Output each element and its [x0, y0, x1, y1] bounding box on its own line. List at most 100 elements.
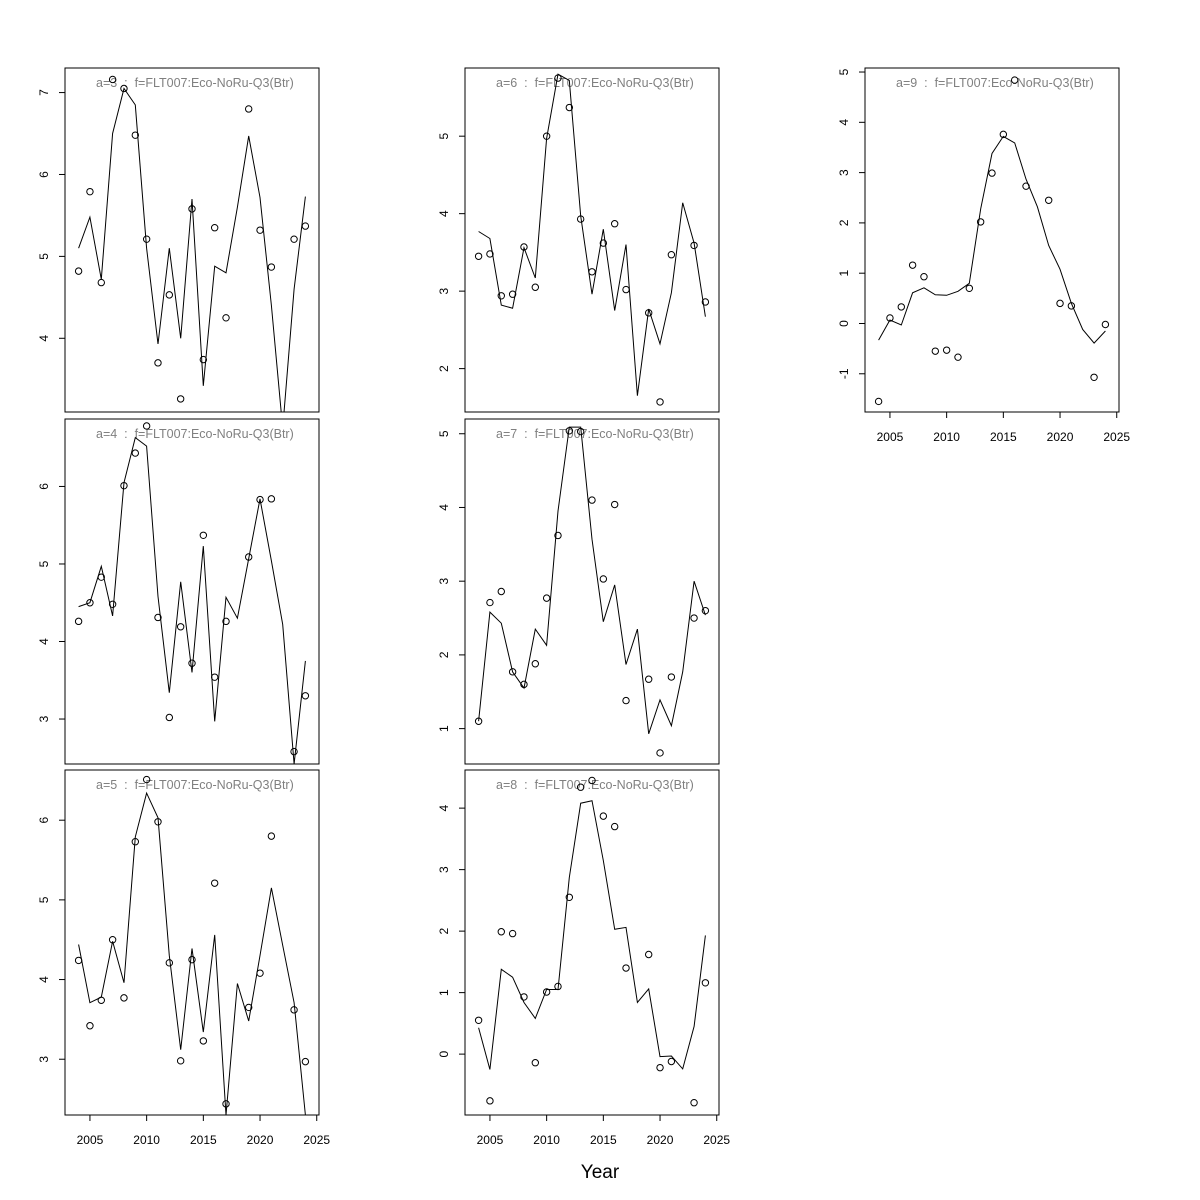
panel-frame — [864, 67, 1120, 413]
y-tick-label: 5 — [37, 560, 51, 567]
y-tick-label: 6 — [37, 817, 51, 824]
observed-point — [120, 481, 128, 490]
y-tick-label: 1 — [437, 989, 451, 996]
y-tick-label: 3 — [437, 287, 451, 294]
y-tick-label: 0 — [437, 1050, 451, 1057]
observed-point — [576, 427, 585, 436]
fitted-line — [878, 135, 1106, 344]
panel-frame — [464, 418, 720, 765]
observed-point — [508, 290, 517, 298]
x-tick-label: 2005 — [877, 430, 904, 444]
observed-point — [610, 220, 619, 228]
y-tick-label: 5 — [37, 253, 51, 260]
observed-point — [1010, 76, 1019, 84]
observed-point — [244, 105, 253, 113]
panel-7: a=9 : f=FLT007:Eco-NoRu-Q3(Btr) -1 0 1 2 3 4 5 2… — [837, 67, 1130, 444]
observed-point — [165, 713, 174, 722]
observed-point — [1090, 373, 1098, 381]
observed-point — [222, 314, 230, 322]
fitted-line — [478, 426, 706, 734]
observed-point — [497, 928, 505, 936]
observed-point — [667, 1057, 676, 1066]
observed-point — [886, 314, 894, 322]
observed-point — [542, 988, 551, 996]
panel-title: a=7 : f=FLT007:Eco-NoRu-Q3(Btr) — [496, 427, 694, 441]
observed-point — [108, 75, 117, 84]
observed-point — [188, 955, 196, 964]
observed-point — [176, 395, 185, 403]
observed-point — [690, 614, 698, 622]
observed-point — [142, 235, 151, 243]
observed-point — [497, 292, 505, 300]
observed-point — [599, 812, 608, 820]
observed-point — [244, 1003, 253, 1012]
observed-point — [622, 285, 630, 294]
x-tick-label: 2010 — [133, 1133, 160, 1147]
observed-point — [701, 979, 710, 987]
y-tick-label: 6 — [37, 171, 51, 178]
observed-point — [210, 224, 219, 232]
observed-point — [622, 964, 630, 972]
y-tick-label: 2 — [437, 365, 451, 372]
observed-point — [531, 283, 540, 291]
observed-point — [656, 1063, 664, 1072]
observed-point — [199, 531, 208, 539]
x-tick-label: 2025 — [1103, 430, 1130, 444]
observed-point — [610, 500, 619, 509]
x-tick-label: 2020 — [247, 1133, 274, 1147]
observed-point — [988, 169, 996, 177]
observed-point — [554, 74, 562, 82]
observed-point — [599, 239, 608, 247]
observed-point — [565, 893, 574, 901]
y-tick-label: 4 — [37, 335, 51, 342]
y-tick-label: 2 — [437, 651, 451, 658]
observed-point — [622, 696, 630, 705]
observed-point — [474, 717, 483, 725]
observed-point — [588, 776, 596, 785]
plot-area — [474, 426, 710, 757]
y-tick-label: -1 — [837, 368, 851, 379]
observed-point — [565, 427, 574, 435]
observed-point — [199, 1037, 208, 1045]
observed-point — [74, 956, 83, 965]
observed-point — [154, 613, 162, 622]
observed-point — [154, 818, 162, 826]
observed-point — [690, 241, 698, 250]
observed-point — [86, 187, 94, 196]
panel-title: a=5 : f=FLT007:Eco-NoRu-Q3(Btr) — [96, 778, 294, 792]
observed-point — [520, 993, 528, 1001]
y-tick-label: 3 — [437, 866, 451, 873]
observed-point — [1056, 299, 1064, 308]
observed-point — [290, 1006, 298, 1014]
observed-point — [942, 346, 951, 354]
observed-point — [565, 103, 574, 112]
observed-point — [542, 132, 551, 140]
panel-title: a=8 : f=FLT007:Eco-NoRu-Q3(Btr) — [496, 778, 694, 792]
panel-2: a=4 : f=FLT007:Eco-NoRu-Q3(Btr) 3 4 5 6 — [37, 418, 320, 765]
observed-point — [188, 205, 196, 213]
observed-point — [954, 353, 962, 361]
observed-point — [210, 673, 219, 681]
fitted-line — [78, 436, 306, 764]
observed-point — [920, 273, 928, 281]
observed-point — [165, 959, 174, 967]
y-tick-label: 4 — [37, 976, 51, 983]
x-tick-label: 2025 — [303, 1133, 330, 1147]
panel-frame — [64, 769, 320, 1116]
observed-point — [486, 598, 494, 607]
y-tick-label: 5 — [437, 430, 451, 437]
observed-point — [667, 673, 676, 681]
observed-point — [244, 553, 253, 561]
panel-frame — [464, 67, 720, 413]
observed-point — [667, 251, 676, 259]
panel-title: a=3 : f=FLT007:Eco-NoRu-Q3(Btr) — [96, 76, 294, 90]
observed-point — [644, 675, 653, 683]
panel-6: a=8 : f=FLT007:Eco-NoRu-Q3(Btr) 0 1 2 3 4 2005… — [437, 769, 730, 1147]
observed-point — [210, 879, 219, 887]
y-tick-label: 4 — [437, 210, 451, 217]
observed-point — [131, 449, 140, 457]
observed-point — [588, 268, 596, 276]
observed-point — [97, 573, 105, 581]
observed-point — [520, 680, 528, 689]
fitted-line — [78, 87, 306, 412]
